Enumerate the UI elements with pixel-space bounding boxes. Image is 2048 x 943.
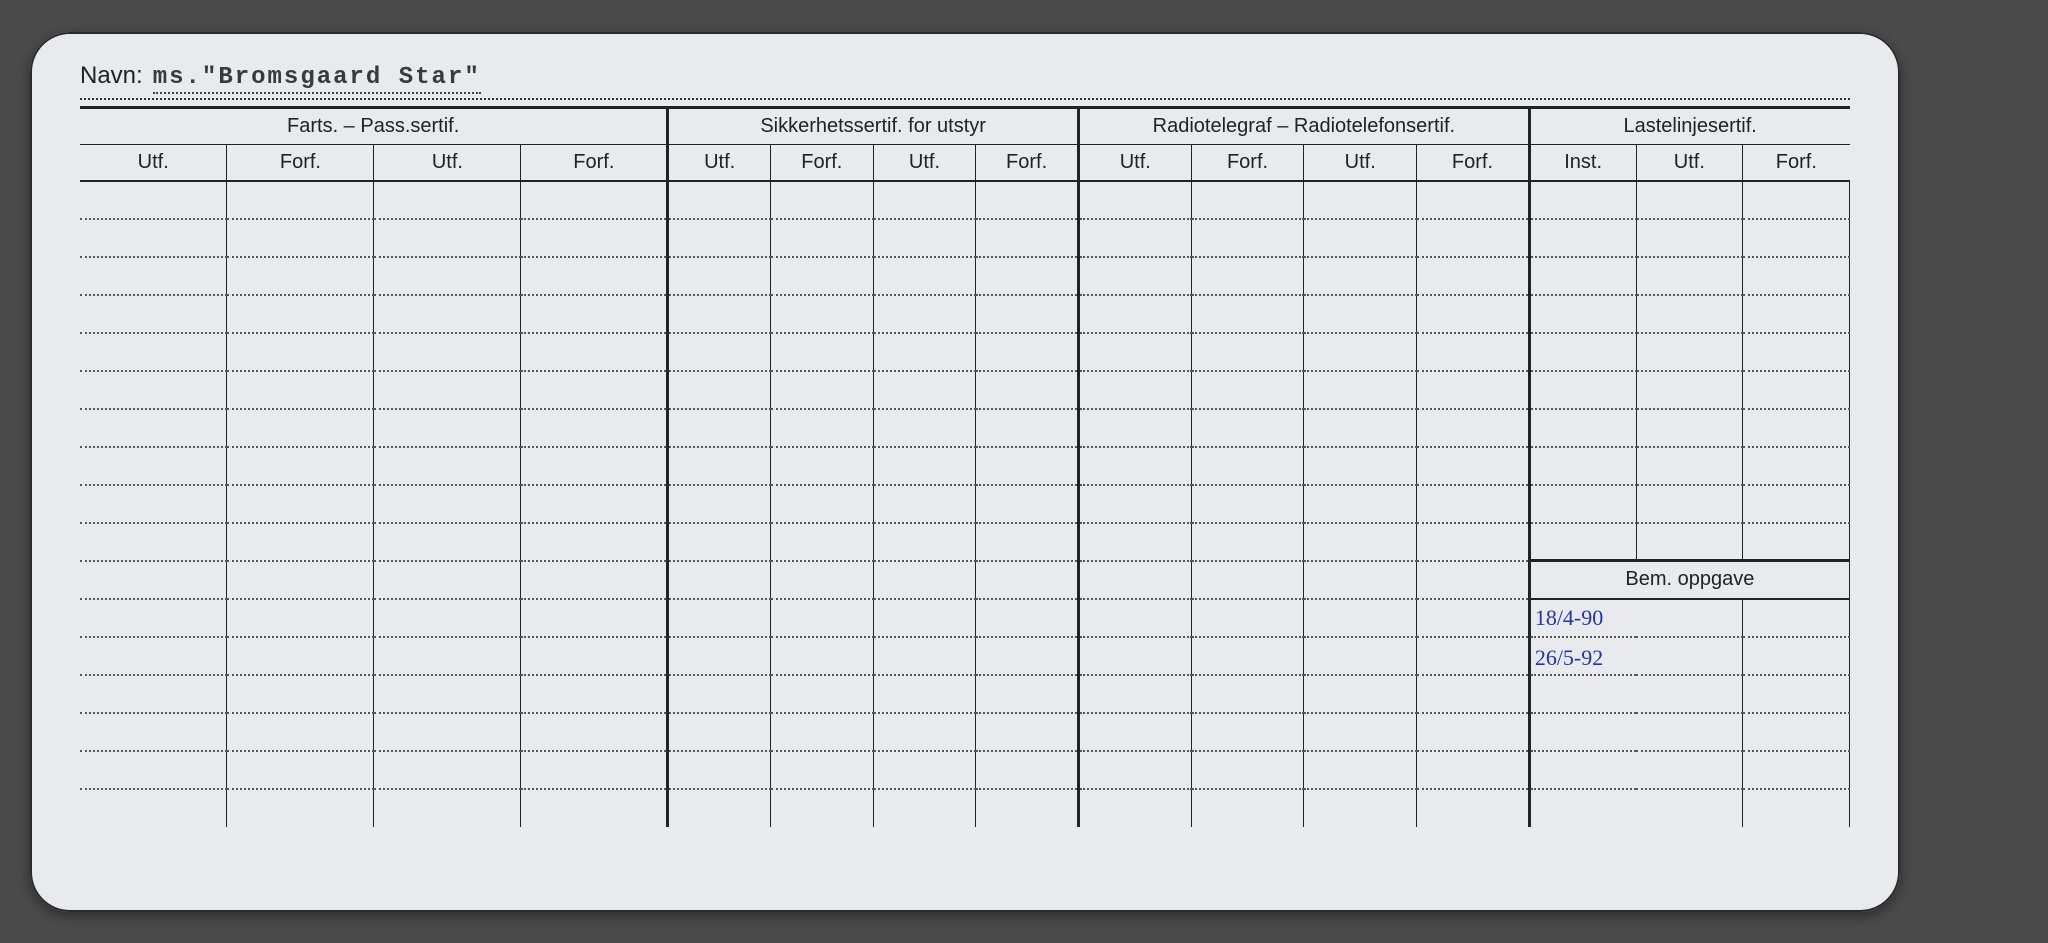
table-row [80,485,1850,523]
table-row [80,371,1850,409]
table-row [80,675,1850,713]
col-utf: Utf. [1078,144,1191,181]
table-row: 26/5-92 [80,637,1850,675]
col-utf: Utf. [80,144,227,181]
col-utf: Utf. [1636,144,1743,181]
table-row [80,219,1850,257]
table-row [80,713,1850,751]
table: Farts. – Pass.sertif. Sikkerhetssertif. … [80,109,1850,827]
name-value: ms."Bromsgaard Star" [153,64,481,94]
col-forf: Forf. [227,144,374,181]
group-header-lastelinje: Lastelinjesertif. [1529,109,1849,145]
sub-header-row: Utf. Forf. Utf. Forf. Utf. Forf. Utf. Fo… [80,144,1850,181]
col-forf: Forf. [521,144,668,181]
table-row [80,523,1850,561]
col-forf: Forf. [770,144,873,181]
name-label: Navn: [80,62,143,90]
col-utf: Utf. [374,144,521,181]
table-row [80,789,1850,827]
table-row [80,295,1850,333]
handwritten-date-1: 18/4-90 [1535,605,1603,630]
table-row: 18/4-90 [80,599,1850,637]
col-forf: Forf. [1743,144,1850,181]
group-header-row: Farts. – Pass.sertif. Sikkerhetssertif. … [80,109,1850,145]
table-row [80,333,1850,371]
certificate-table: Farts. – Pass.sertif. Sikkerhetssertif. … [80,106,1850,827]
col-utf: Utf. [668,144,771,181]
table-body: Bem. oppgave 18/4-90 26/5-92 [80,181,1850,827]
table-row [80,751,1850,789]
col-utf: Utf. [1304,144,1417,181]
record-card: Navn: ms."Bromsgaard Star" Farts. – Pass… [30,32,1900,912]
bem-oppgave-header: Bem. oppgave [1529,561,1849,599]
group-header-farts: Farts. – Pass.sertif. [80,109,668,145]
table-row [80,181,1850,219]
handwritten-date-2: 26/5-92 [1535,645,1603,670]
table-row: Bem. oppgave [80,561,1850,599]
table-row [80,447,1850,485]
table-row [80,409,1850,447]
table-row [80,257,1850,295]
name-row: Navn: ms."Bromsgaard Star" [80,62,1850,100]
col-forf: Forf. [1417,144,1530,181]
group-header-radio: Radiotelegraf – Radiotelefonsertif. [1078,109,1529,145]
col-forf: Forf. [976,144,1079,181]
col-forf: Forf. [1191,144,1304,181]
col-inst: Inst. [1529,144,1636,181]
col-utf: Utf. [873,144,976,181]
group-header-sikkerhet: Sikkerhetssertif. for utstyr [668,109,1079,145]
